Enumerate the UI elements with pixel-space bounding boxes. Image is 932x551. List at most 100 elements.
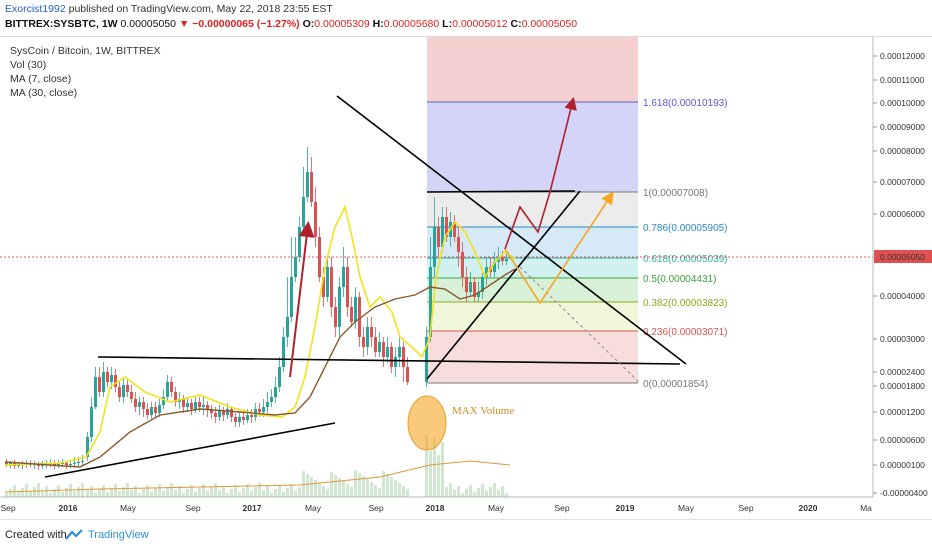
volume-bar: [314, 480, 317, 497]
volume-bar: [210, 487, 213, 497]
volume-bar: [190, 485, 193, 497]
fib-zone-7: [427, 331, 638, 383]
candle: [242, 413, 245, 425]
candle-body: [102, 372, 105, 392]
candle: [278, 357, 281, 392]
header-divider: [0, 36, 932, 37]
candle: [122, 377, 125, 403]
volume-bar: [69, 484, 72, 497]
candle-body: [214, 413, 217, 417]
candle: [402, 342, 405, 382]
x-tick-label: Sep: [185, 503, 200, 513]
low-value: 0.00005012: [452, 18, 508, 30]
volume-bar: [77, 487, 80, 497]
candle: [134, 392, 137, 412]
candle-body: [310, 172, 313, 202]
volume-bar: [457, 486, 460, 497]
candle-body: [222, 411, 225, 415]
candle-body: [258, 409, 261, 412]
horizontal-trendline: [97, 356, 681, 365]
candle: [33, 461, 36, 469]
tradingview-brand[interactable]: TradingView: [88, 529, 149, 541]
candle: [130, 385, 133, 403]
legend-volume[interactable]: Vol (30): [10, 59, 47, 71]
volume-bar: [477, 488, 480, 497]
candle-body: [433, 227, 436, 267]
volume-bar: [346, 484, 349, 497]
volume-bar: [25, 484, 28, 497]
publish-info: Exorcist1992 published on TradingView.co…: [5, 3, 333, 15]
candle: [238, 411, 241, 427]
candle: [194, 397, 197, 413]
volume-bar: [374, 485, 377, 497]
volume-bar: [342, 481, 345, 497]
price-chart[interactable]: 1.618(0.00010193) 1(0.00007008) 0.786(0.00…: [0, 37, 932, 519]
candle-body: [206, 405, 209, 409]
candle: [386, 337, 389, 363]
red-arrow-up: [289, 221, 315, 378]
candle-body: [314, 202, 317, 237]
candle: [138, 397, 141, 415]
candle: [73, 457, 76, 467]
candle-body: [130, 392, 133, 399]
y-tick-label: 0.00004000: [880, 291, 925, 301]
volume-bar: [53, 489, 56, 497]
volume-bar: [234, 485, 237, 497]
candle: [374, 327, 377, 357]
candle-body: [382, 342, 385, 357]
volume-bar: [362, 476, 365, 497]
legend-ma30[interactable]: MA (30, close): [10, 87, 78, 99]
x-tick-label: Sep: [554, 503, 569, 513]
volume-bar: [338, 478, 341, 497]
candle: [210, 405, 213, 419]
projection-dashed: [519, 266, 641, 384]
volume-bar: [402, 486, 405, 497]
volume-bar: [354, 470, 357, 497]
candle-body: [37, 464, 40, 466]
volume-bar: [17, 492, 20, 497]
volume-bar: [45, 486, 48, 497]
candle: [294, 237, 297, 282]
fib-label: 1.618(0.00010193): [643, 98, 728, 109]
candle: [170, 377, 173, 397]
close-value: 0.00005050: [521, 18, 578, 30]
candle-body: [86, 437, 89, 457]
candle-body: [366, 327, 369, 347]
open-label: O:: [302, 18, 315, 30]
volume-bar: [206, 491, 209, 497]
candle: [114, 369, 117, 392]
volume-bar: [33, 487, 36, 497]
fib-zone-6: [427, 302, 638, 331]
candle: [382, 337, 385, 367]
volume-bar: [138, 493, 141, 497]
candle-body: [338, 287, 341, 327]
volume-bar: [230, 489, 233, 497]
candle: [338, 277, 341, 337]
candle: [65, 461, 68, 469]
candle: [282, 327, 285, 372]
candle-body: [41, 465, 44, 466]
legend-ma7[interactable]: MA (7, close): [10, 73, 72, 85]
volume-bar: [29, 491, 32, 497]
volume-bar: [170, 483, 173, 497]
candle-body: [322, 277, 325, 297]
candle-body: [242, 417, 245, 420]
candle: [250, 409, 253, 423]
x-tick-label: 2019: [616, 503, 635, 513]
chart-header: Exorcist1992 published on TradingView.co…: [0, 0, 932, 36]
candle: [398, 335, 401, 367]
candle: [270, 389, 273, 407]
last-price-tag: [874, 250, 932, 263]
candle: [86, 432, 89, 461]
candle-body: [154, 407, 157, 413]
candle: [350, 297, 353, 327]
candle-body: [453, 222, 456, 237]
candle: [342, 247, 345, 297]
volume-bar: [350, 487, 353, 497]
open-value: 0.00005309: [314, 18, 370, 30]
volume-bar: [98, 489, 101, 497]
author-link[interactable]: Exorcist1992: [5, 3, 66, 15]
volume-ma-line: [4, 460, 511, 493]
candle-body: [218, 411, 221, 417]
candle: [326, 257, 329, 302]
